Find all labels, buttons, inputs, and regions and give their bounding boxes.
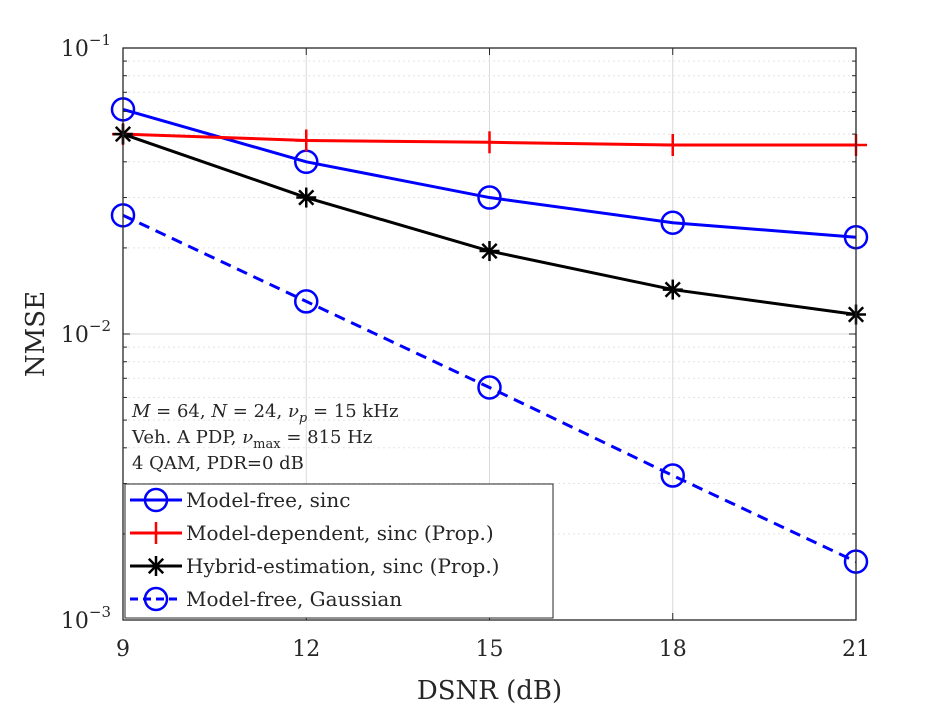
series-3-point: [479, 241, 500, 262]
legend-label: Hybrid-estimation, sinc (Prop.): [186, 554, 499, 578]
legend-label: Model-free, sinc: [186, 488, 350, 512]
legend-marker: [143, 487, 169, 513]
legend-marker: [143, 586, 169, 612]
series-3-point: [662, 279, 683, 300]
series-2-point: [661, 133, 684, 156]
annotation-line-1: M = 64, N = 24, νp = 15 kHz: [131, 401, 398, 426]
legend-box: [124, 483, 554, 619]
legend: Model-free, sinc Model-dependent, sinc (P…: [124, 483, 554, 619]
x-tick-label: 21: [842, 637, 870, 662]
series-4-point: [660, 463, 685, 488]
legend-label: Model-dependent, sinc (Prop.): [186, 521, 494, 545]
y-tick-label: 10−3: [61, 603, 111, 634]
series-3-point: [296, 187, 317, 208]
series-1-point: [477, 185, 502, 210]
legend-marker: [146, 556, 166, 576]
annotation-line-2: Veh. A PDP, νmax = 815 Hz: [131, 427, 372, 452]
x-tick-label: 15: [476, 637, 504, 662]
x-axis-label: DSNR (dB): [417, 676, 562, 706]
annotation-line-3: 4 QAM, PDR=0 dB: [132, 453, 304, 474]
series-2-point: [295, 129, 318, 152]
series-line-1: [122, 107, 857, 239]
y-tick-label: 10−2: [61, 317, 111, 348]
series-line-4: [122, 213, 857, 563]
series-4-point: [477, 375, 502, 400]
y-axis-label: NMSE: [21, 291, 51, 377]
series-2-point: [478, 131, 501, 154]
y-tick-label: 10−1: [61, 31, 111, 62]
parameter-annotation: M = 64, N = 24, νp = 15 kHz Veh. A PDP, …: [131, 401, 398, 474]
series-1-point: [660, 210, 685, 235]
x-tick-label: 9: [116, 637, 130, 662]
x-tick-label: 12: [292, 637, 320, 662]
legend-label: Model-free, Gaussian: [186, 587, 402, 611]
legend-marker: [145, 522, 167, 544]
x-tick-label: 18: [659, 637, 687, 662]
series-layer: [110, 97, 869, 574]
series-4-point: [294, 289, 319, 314]
ticks: 9 12 15 18 21 10−3 10−2 10−1: [61, 31, 870, 662]
